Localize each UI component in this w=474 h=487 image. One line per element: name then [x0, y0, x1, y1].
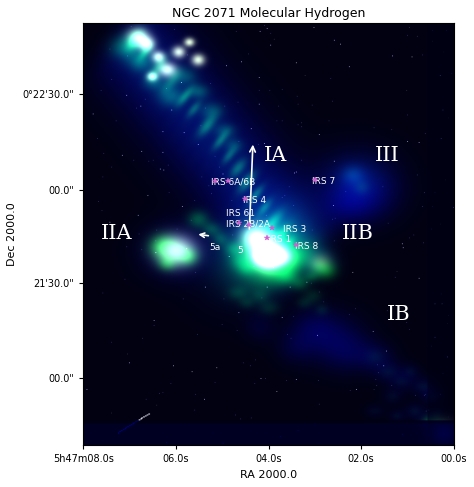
Text: IA: IA [264, 146, 288, 165]
Y-axis label: Dec 2000.0: Dec 2000.0 [7, 202, 17, 266]
Text: IB: IB [386, 305, 410, 324]
Text: IRS 8: IRS 8 [295, 242, 319, 251]
Text: IRS 4: IRS 4 [243, 196, 266, 205]
X-axis label: RA 2000.0: RA 2000.0 [240, 470, 297, 480]
Text: IRS 6A/6B: IRS 6A/6B [211, 178, 255, 187]
Text: IIB: IIB [342, 225, 374, 244]
Text: IRS 2B/2A: IRS 2B/2A [226, 219, 270, 228]
Text: IRS 3: IRS 3 [283, 225, 307, 234]
Text: IRS 61: IRS 61 [226, 209, 255, 218]
Text: 8a: 8a [252, 251, 263, 260]
Text: IIA: IIA [101, 225, 132, 244]
Text: IRS 1: IRS 1 [268, 235, 291, 244]
Text: IRS 7: IRS 7 [312, 177, 335, 186]
Text: 5: 5 [237, 245, 243, 255]
Text: III: III [375, 146, 400, 165]
Text: 5a: 5a [209, 243, 220, 252]
Title: NGC 2071 Molecular Hydrogen: NGC 2071 Molecular Hydrogen [172, 7, 365, 20]
